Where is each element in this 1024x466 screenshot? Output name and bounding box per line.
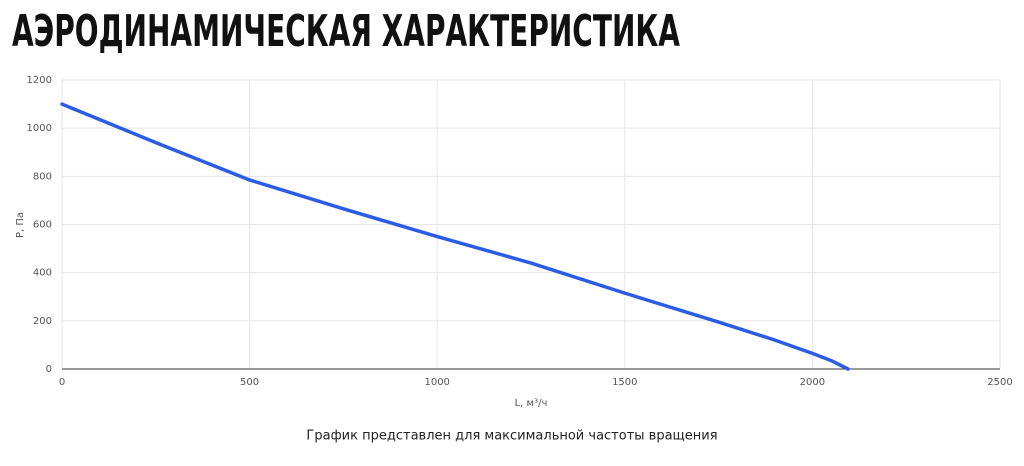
y-tick-label: 200 (33, 316, 52, 327)
data-line (60, 102, 850, 371)
y-tick-label: 600 (33, 220, 52, 231)
page-title: АЭРОДИНАМИЧЕСКАЯ ХАРАКТЕРИСТИКА (12, 6, 680, 57)
y-tick-label: 0 (46, 364, 52, 375)
x-tick-label: 1000 (424, 377, 449, 388)
x-tick-label: 2000 (800, 377, 825, 388)
y-tick-label: 800 (33, 171, 52, 182)
y-tick-label: 1200 (27, 75, 52, 86)
y-tick-label: 1000 (27, 123, 52, 134)
x-tick-label: 1500 (612, 377, 637, 388)
x-tick-label: 500 (240, 377, 259, 388)
caption: График представлен для максимальной част… (306, 429, 717, 444)
x-tick-label: 0 (59, 377, 65, 388)
y-tick-label: 400 (33, 268, 52, 279)
x-tick-label: 2500 (987, 377, 1012, 388)
y-axis-label: P, Па (15, 212, 26, 238)
x-axis-label: L, м³/ч (515, 398, 548, 409)
